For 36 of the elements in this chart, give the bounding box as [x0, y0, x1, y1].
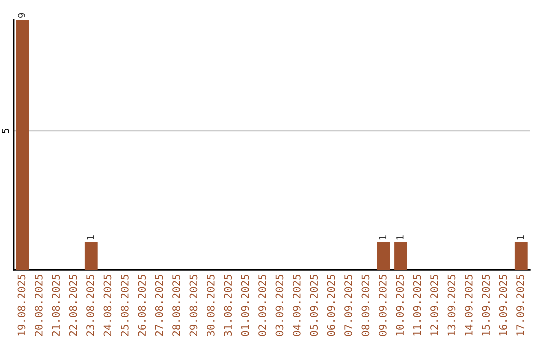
x-tick-label: 03.09.2025 — [276, 275, 284, 336]
x-tick-label: 07.09.2025 — [344, 275, 352, 336]
y-tick-label: 5 — [2, 128, 10, 134]
data-label: 1 — [396, 236, 404, 240]
x-tick-label: 15.09.2025 — [482, 275, 490, 336]
x-tick-label: 20.08.2025 — [34, 275, 43, 336]
x-tick-label: 25.08.2025 — [120, 275, 129, 336]
x-tick-label: 14.09.2025 — [464, 275, 473, 336]
x-tick-label: 22.08.2025 — [69, 275, 78, 336]
x-tick-label: 06.09.2025 — [327, 275, 336, 336]
x-tick-label: 01.09.2025 — [241, 275, 250, 336]
x-tick-label: 23.08.2025 — [86, 275, 94, 336]
data-label: 1 — [379, 236, 387, 240]
x-tick-label: 10.09.2025 — [396, 275, 404, 336]
x-tick-label: 11.09.2025 — [413, 275, 422, 336]
x-tick-label: 05.09.2025 — [310, 275, 318, 336]
x-tick-label: 04.09.2025 — [292, 275, 301, 336]
x-tick-label: 28.08.2025 — [172, 275, 180, 336]
x-tick-label: 12.09.2025 — [430, 275, 438, 336]
data-label: 9 — [18, 13, 26, 18]
x-tick-label: 19.08.2025 — [18, 275, 26, 336]
x-tick-label: 29.08.2025 — [190, 275, 198, 336]
data-label: 1 — [517, 236, 524, 240]
x-tick-label: 16.09.2025 — [499, 275, 508, 336]
x-tick-label: 30.08.2025 — [206, 275, 215, 336]
x-tick-label: 17.09.2025 — [516, 275, 524, 336]
x-tick-label: 21.08.2025 — [52, 275, 60, 336]
x-tick-label: 24.08.2025 — [104, 275, 112, 336]
x-tick-label: 31.08.2025 — [224, 275, 232, 336]
data-label: 1 — [87, 236, 94, 240]
x-tick-label: 08.09.2025 — [362, 275, 370, 336]
x-tick-label: 26.08.2025 — [138, 275, 146, 336]
x-tick-label: 13.09.2025 — [448, 275, 456, 336]
x-tick-label: 27.08.2025 — [155, 275, 164, 336]
x-tick-label: 02.09.2025 — [258, 275, 266, 336]
x-tick-label: 09.09.2025 — [378, 275, 387, 336]
